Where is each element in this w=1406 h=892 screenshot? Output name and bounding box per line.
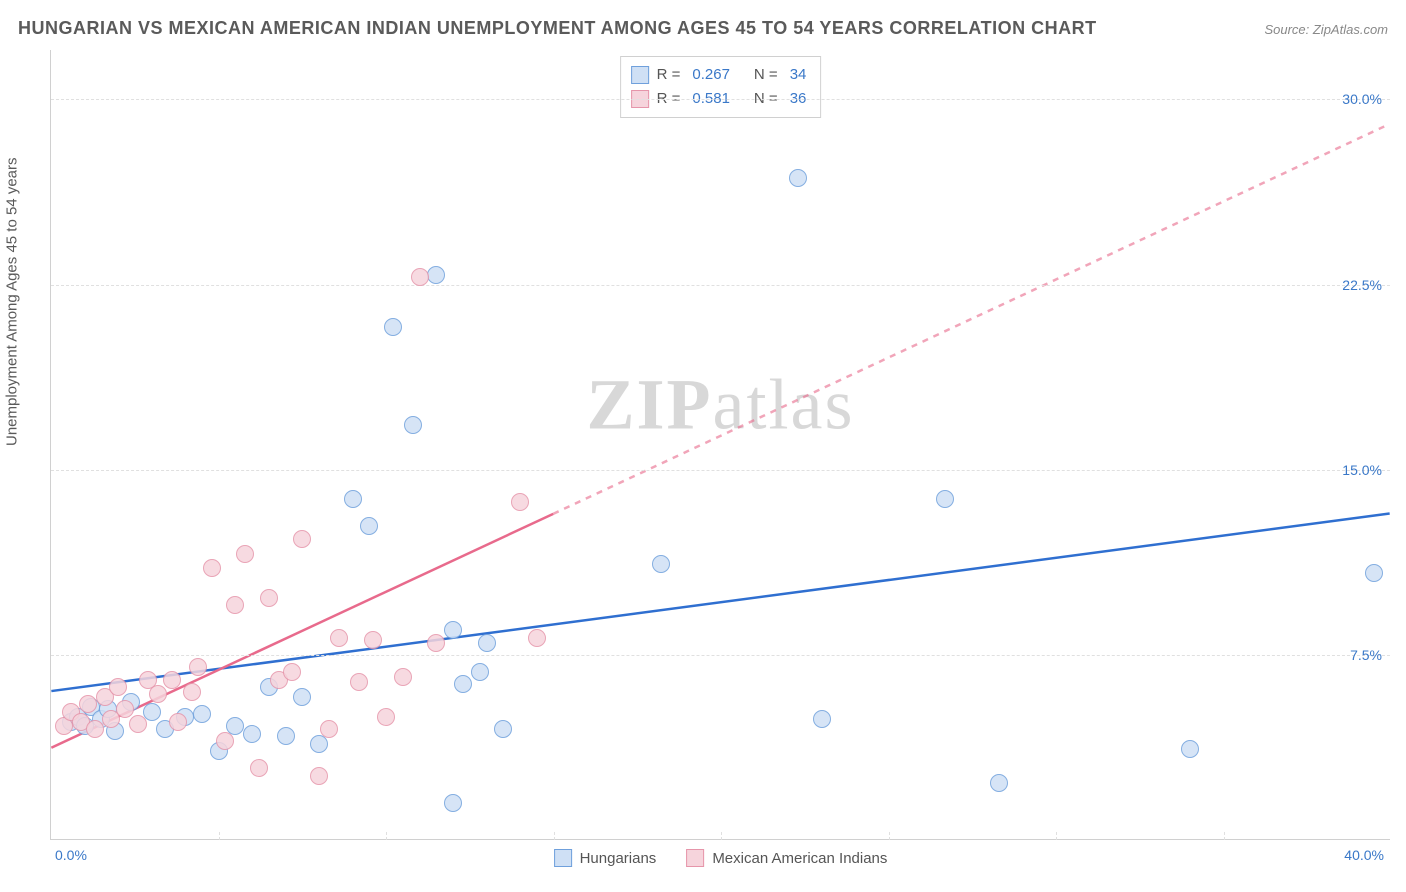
data-point xyxy=(116,700,134,718)
gridline-h xyxy=(51,655,1390,656)
y-tick-label: 30.0% xyxy=(1342,91,1382,107)
x-tick-min: 0.0% xyxy=(55,847,87,863)
data-point xyxy=(411,268,429,286)
data-point xyxy=(990,774,1008,792)
data-point xyxy=(364,631,382,649)
data-point xyxy=(129,715,147,733)
data-point xyxy=(189,658,207,676)
data-point xyxy=(652,555,670,573)
legend-stats: R =0.267N =34R =0.581N =36 xyxy=(620,56,822,118)
x-tick-mark xyxy=(554,832,555,840)
data-point xyxy=(404,416,422,434)
x-tick-mark xyxy=(1056,832,1057,840)
data-point xyxy=(109,678,127,696)
legend-swatch xyxy=(554,849,572,867)
y-tick-label: 7.5% xyxy=(1350,647,1382,663)
legend-series-label: Mexican American Indians xyxy=(712,850,887,867)
data-point xyxy=(478,634,496,652)
data-point xyxy=(427,634,445,652)
data-point xyxy=(293,530,311,548)
data-point xyxy=(250,759,268,777)
data-point xyxy=(444,794,462,812)
data-point xyxy=(183,683,201,701)
data-point xyxy=(277,727,295,745)
data-point xyxy=(360,517,378,535)
data-point xyxy=(384,318,402,336)
legend-series: Hungarians Mexican American Indians xyxy=(554,849,888,867)
data-point xyxy=(394,668,412,686)
data-point xyxy=(193,705,211,723)
data-point xyxy=(283,663,301,681)
data-point xyxy=(494,720,512,738)
data-point xyxy=(260,589,278,607)
data-point xyxy=(1365,564,1383,582)
data-point xyxy=(243,725,261,743)
n-label: N = xyxy=(754,63,778,87)
y-tick-label: 15.0% xyxy=(1342,462,1382,478)
x-tick-mark xyxy=(1224,832,1225,840)
data-point xyxy=(471,663,489,681)
data-point xyxy=(330,629,348,647)
data-point xyxy=(216,732,234,750)
data-point xyxy=(936,490,954,508)
data-point xyxy=(203,559,221,577)
gridline-h xyxy=(51,99,1390,100)
legend-series-item: Mexican American Indians xyxy=(686,849,887,867)
r-value: 0.267 xyxy=(688,63,734,87)
x-tick-mark xyxy=(219,832,220,840)
data-point xyxy=(444,621,462,639)
data-point xyxy=(320,720,338,738)
gridline-h xyxy=(51,285,1390,286)
data-point xyxy=(226,596,244,614)
data-point xyxy=(350,673,368,691)
x-tick-mark xyxy=(889,832,890,840)
watermark-bold: ZIP xyxy=(587,365,713,445)
legend-stat-row: R = 0.267 N = 34 xyxy=(631,63,811,87)
data-point xyxy=(344,490,362,508)
data-point xyxy=(236,545,254,563)
data-point xyxy=(427,266,445,284)
data-point xyxy=(454,675,472,693)
gridline-h xyxy=(51,470,1390,471)
x-tick-mark xyxy=(386,832,387,840)
data-point xyxy=(149,685,167,703)
legend-swatch xyxy=(686,849,704,867)
legend-series-label: Hungarians xyxy=(580,850,657,867)
data-point xyxy=(79,695,97,713)
trend-lines-svg xyxy=(51,50,1390,839)
legend-series-item: Hungarians xyxy=(554,849,657,867)
data-point xyxy=(163,671,181,689)
x-tick-mark xyxy=(721,832,722,840)
y-tick-label: 22.5% xyxy=(1342,277,1382,293)
data-point xyxy=(813,710,831,728)
y-axis-label: Unemployment Among Ages 45 to 54 years xyxy=(4,157,21,446)
data-point xyxy=(528,629,546,647)
data-point xyxy=(86,720,104,738)
n-value: 34 xyxy=(786,63,811,87)
legend-swatch xyxy=(631,66,649,84)
data-point xyxy=(310,767,328,785)
x-tick-max: 40.0% xyxy=(1344,847,1384,863)
data-point xyxy=(789,169,807,187)
data-point xyxy=(511,493,529,511)
data-point xyxy=(293,688,311,706)
chart-title: HUNGARIAN VS MEXICAN AMERICAN INDIAN UNE… xyxy=(18,18,1097,39)
plot-area: ZIPatlas R =0.267N =34R =0.581N =36 Hung… xyxy=(50,50,1390,840)
r-label: R = xyxy=(657,63,681,87)
watermark: ZIPatlas xyxy=(587,364,855,447)
data-point xyxy=(377,708,395,726)
watermark-light: atlas xyxy=(713,365,855,445)
data-point xyxy=(1181,740,1199,758)
source-attribution: Source: ZipAtlas.com xyxy=(1264,22,1388,37)
data-point xyxy=(169,713,187,731)
